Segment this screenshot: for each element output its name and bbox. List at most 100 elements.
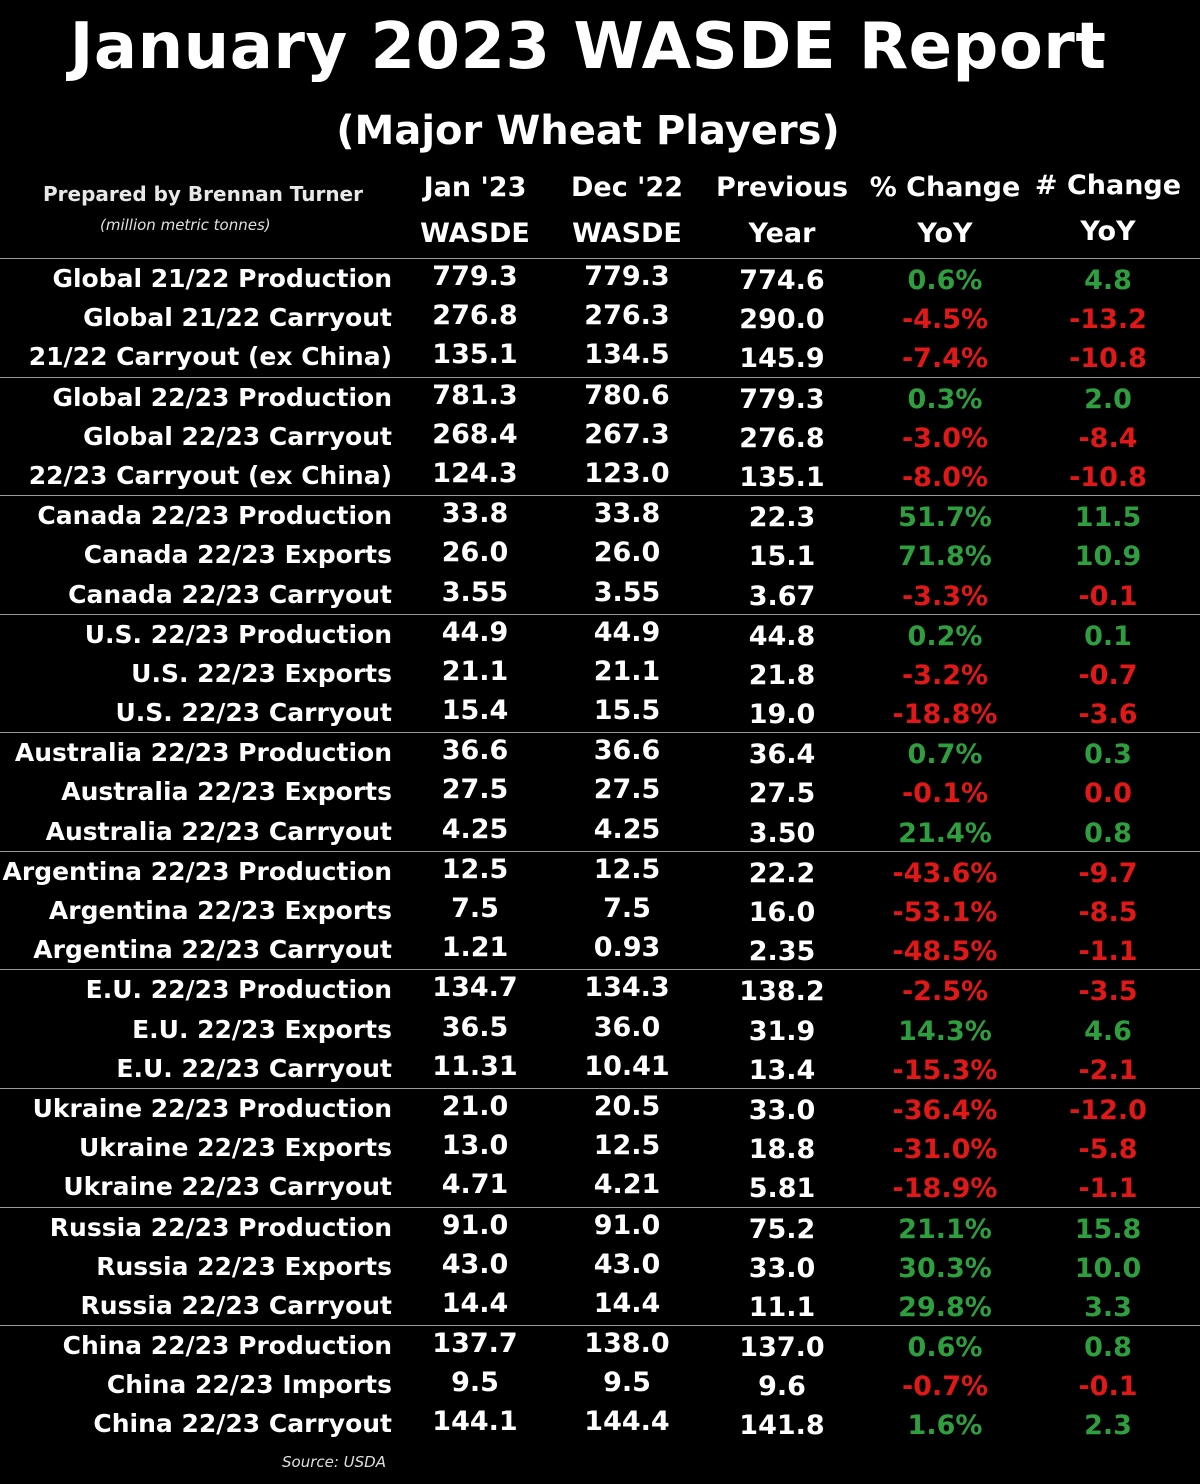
- cell-pct-change: -8.0%: [901, 461, 989, 493]
- table-row: E.U. 22/23 Exports 36.5 36.0 31.9 14.3% 4.6: [0, 1010, 1200, 1049]
- cell-jan-wasde: 15.4: [441, 695, 509, 727]
- cell-dec-wasde: 3.55: [593, 576, 661, 608]
- cell-previous-year: 2.35: [748, 936, 816, 968]
- table-group: U.S. 22/23 Production 44.9 44.9 44.8 0.2% 0.1…: [0, 613, 1200, 733]
- row-label: E.U. 22/23 Carryout: [116, 1053, 392, 1083]
- column-header-line2: YoY: [917, 218, 973, 249]
- table-row: 22/23 Carryout (ex China) 124.3 123.0 135.1…: [0, 456, 1200, 495]
- cell-previous-year: 3.67: [748, 580, 816, 612]
- cell-previous-year: 22.3: [748, 502, 816, 534]
- cell-num-change: -8.4: [1078, 422, 1138, 454]
- cell-num-change: -3.5: [1078, 976, 1138, 1008]
- cell-pct-change: 0.6%: [907, 1332, 983, 1364]
- table-row: Russia 22/23 Production 91.0 91.0 75.2 21.1%…: [0, 1208, 1200, 1247]
- row-label: U.S. 22/23 Exports: [131, 658, 392, 688]
- table-row: Ukraine 22/23 Exports 13.0 12.5 18.8 -31.0% -…: [0, 1128, 1200, 1167]
- table-row: Russia 22/23 Exports 43.0 43.0 33.0 30.3% 10.…: [0, 1247, 1200, 1286]
- table-row: Canada 22/23 Carryout 3.55 3.55 3.67 -3.3% -0…: [0, 575, 1200, 614]
- cell-dec-wasde: 14.4: [593, 1287, 661, 1319]
- cell-num-change: 3.3: [1084, 1291, 1132, 1323]
- cell-jan-wasde: 12.5: [441, 853, 509, 885]
- cell-dec-wasde: 138.0: [584, 1328, 670, 1360]
- column-header-line1: Previous: [715, 172, 849, 203]
- cell-previous-year: 276.8: [739, 422, 825, 454]
- cell-num-change: -0.1: [1078, 580, 1138, 612]
- table-group: China 22/23 Production 137.7 138.0 137.0 0.6…: [0, 1325, 1200, 1444]
- column-header-num-change: # Change YoY: [1028, 163, 1188, 255]
- table-row: U.S. 22/23 Carryout 15.4 15.5 19.0 -18.8% -3.…: [0, 693, 1200, 732]
- cell-previous-year: 5.81: [748, 1173, 816, 1205]
- cell-previous-year: 290.0: [739, 304, 825, 336]
- table-row: China 22/23 Carryout 144.1 144.4 141.8 1.6% 2…: [0, 1404, 1200, 1443]
- cell-previous-year: 18.8: [748, 1134, 816, 1166]
- table-row: Canada 22/23 Production 33.8 33.8 22.3 51.7%…: [0, 496, 1200, 535]
- row-label: 21/22 Carryout (ex China): [28, 342, 392, 372]
- row-label: Global 21/22 Carryout: [83, 303, 392, 333]
- cell-previous-year: 774.6: [739, 265, 825, 296]
- row-label: Australia 22/23 Exports: [61, 777, 392, 807]
- cell-pct-change: 30.3%: [898, 1252, 992, 1284]
- column-header-line2: WASDE: [420, 218, 530, 249]
- cell-pct-change: -15.3%: [892, 1054, 998, 1086]
- row-label: China 22/23 Production: [62, 1331, 392, 1361]
- cell-pct-change: -0.7%: [901, 1371, 989, 1403]
- cell-num-change: 2.0: [1084, 383, 1132, 415]
- cell-pct-change: -2.5%: [901, 976, 989, 1008]
- cell-num-change: -13.2: [1069, 304, 1147, 336]
- cell-jan-wasde: 137.7: [432, 1328, 518, 1360]
- source-note: Source: USDA: [282, 1453, 386, 1471]
- table-group: Global 22/23 Production 781.3 780.6 779.3 0.…: [0, 376, 1200, 496]
- table-row: Global 21/22 Carryout 276.8 276.3 290.0 -4.5…: [0, 298, 1200, 337]
- row-label: Ukraine 22/23 Carryout: [63, 1172, 392, 1202]
- cell-pct-change: 1.6%: [907, 1410, 983, 1442]
- row-label: E.U. 22/23 Exports: [132, 1014, 392, 1044]
- wasde-table: Global 21/22 Production 779.3 779.3 774.6 0.…: [0, 258, 1200, 1444]
- table-group: E.U. 22/23 Production 134.7 134.3 138.2 -2.5…: [0, 969, 1200, 1088]
- cell-pct-change: -36.4%: [892, 1094, 998, 1126]
- row-label: Ukraine 22/23 Production: [32, 1093, 392, 1123]
- cell-previous-year: 141.8: [739, 1410, 825, 1442]
- cell-previous-year: 22.2: [748, 857, 816, 889]
- cell-jan-wasde: 14.4: [441, 1287, 509, 1319]
- table-row: U.S. 22/23 Exports 21.1 21.1 21.8 -3.2% -0.7: [0, 654, 1200, 693]
- table-row: Global 22/23 Carryout 268.4 267.3 276.8 -3.0…: [0, 417, 1200, 456]
- cell-num-change: 4.6: [1084, 1015, 1132, 1047]
- cell-dec-wasde: 134.3: [584, 972, 670, 1004]
- table-row: Ukraine 22/23 Production 21.0 20.5 33.0 -36.…: [0, 1089, 1200, 1128]
- column-header-dec: Dec '22 WASDE: [547, 165, 707, 257]
- cell-jan-wasde: 3.55: [441, 576, 509, 608]
- cell-dec-wasde: 12.5: [593, 1130, 661, 1162]
- table-row: U.S. 22/23 Production 44.9 44.9 44.8 0.2% 0.1: [0, 615, 1200, 654]
- cell-pct-change: -3.2%: [901, 659, 989, 691]
- cell-dec-wasde: 21.1: [593, 655, 661, 687]
- cell-dec-wasde: 33.8: [593, 498, 661, 530]
- cell-jan-wasde: 33.8: [441, 498, 509, 530]
- row-label: U.S. 22/23 Carryout: [115, 698, 392, 728]
- units-note: (million metric tonnes): [100, 216, 271, 234]
- cell-pct-change: -7.4%: [901, 343, 989, 375]
- cell-num-change: -0.7: [1078, 659, 1138, 691]
- cell-num-change: -10.8: [1069, 461, 1147, 493]
- cell-jan-wasde: 268.4: [432, 418, 518, 450]
- cell-pct-change: -48.5%: [892, 936, 998, 968]
- table-row: China 22/23 Imports 9.5 9.5 9.6 -0.7% -0.1: [0, 1365, 1200, 1404]
- table-row: Global 22/23 Production 781.3 780.6 779.3 0.…: [0, 378, 1200, 417]
- cell-dec-wasde: 134.5: [584, 339, 670, 371]
- cell-previous-year: 36.4: [748, 739, 816, 771]
- cell-previous-year: 779.3: [739, 383, 825, 415]
- column-header-line2: WASDE: [572, 218, 682, 249]
- cell-jan-wasde: 27.5: [441, 774, 509, 806]
- prepared-by: Prepared by Brennan Turner: [43, 182, 363, 206]
- cell-pct-change: -43.6%: [892, 857, 998, 889]
- table-row: Canada 22/23 Exports 26.0 26.0 15.1 71.8% 10.…: [0, 535, 1200, 574]
- table-row: E.U. 22/23 Carryout 11.31 10.41 13.4 -15.3% -…: [0, 1049, 1200, 1088]
- cell-dec-wasde: 4.21: [593, 1169, 661, 1201]
- row-label: Global 22/23 Production: [52, 382, 392, 412]
- cell-jan-wasde: 21.1: [441, 655, 509, 687]
- table-row: Australia 22/23 Exports 27.5 27.5 27.5 -0.1%…: [0, 772, 1200, 811]
- row-label: 22/23 Carryout (ex China): [28, 460, 392, 490]
- row-label: Canada 22/23 Exports: [83, 540, 392, 570]
- cell-jan-wasde: 44.9: [441, 616, 509, 648]
- cell-previous-year: 19.0: [748, 699, 816, 731]
- row-label: Argentina 22/23 Exports: [48, 896, 392, 925]
